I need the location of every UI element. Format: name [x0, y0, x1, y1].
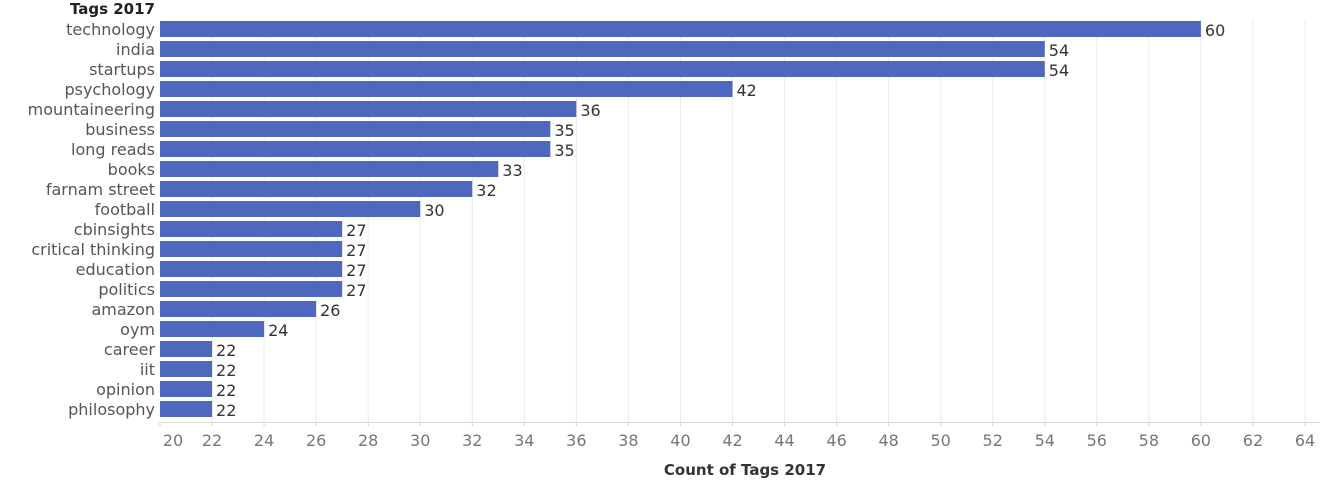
category-label: mountaineering: [28, 100, 155, 119]
category-label: books: [108, 160, 155, 179]
data-label: 22: [216, 381, 236, 400]
category-label: critical thinking: [31, 240, 155, 259]
category-label: cbinsights: [74, 220, 155, 239]
category-label: football: [95, 200, 155, 219]
x-tick-label: 50: [931, 431, 951, 450]
x-tick-label: 54: [1035, 431, 1055, 450]
row-header: Tags 2017: [69, 0, 155, 18]
category-label: amazon: [91, 300, 155, 319]
bar: [160, 241, 343, 257]
data-label: 22: [216, 361, 236, 380]
x-tick-label: 24: [254, 431, 274, 450]
x-tick-label: 30: [410, 431, 430, 450]
x-tick-label: 40: [670, 431, 690, 450]
category-label: long reads: [71, 140, 155, 159]
x-tick-label: 34: [514, 431, 534, 450]
data-label: 22: [216, 341, 236, 360]
x-tick-label: 60: [1191, 431, 1211, 450]
bar: [160, 141, 551, 157]
x-tick-label: 20: [163, 431, 183, 450]
category-label: oym: [120, 320, 155, 339]
x-tick-label: 42: [722, 431, 742, 450]
x-tick-label: 32: [462, 431, 482, 450]
x-tick-label: 22: [202, 431, 222, 450]
x-tick-label: 48: [878, 431, 898, 450]
category-label: iit: [140, 360, 155, 379]
data-label: 27: [346, 261, 366, 280]
bar: [160, 161, 499, 177]
data-label: 32: [476, 181, 496, 200]
bar: [160, 21, 1201, 37]
data-label: 33: [502, 161, 522, 180]
x-tick-label: 28: [358, 431, 378, 450]
bar: [160, 41, 1045, 57]
x-tick-label: 56: [1087, 431, 1107, 450]
category-label: politics: [98, 280, 155, 299]
data-label: 42: [737, 81, 757, 100]
bar: [160, 201, 421, 217]
bar: [160, 61, 1045, 77]
bar: [160, 81, 733, 97]
category-label: career: [104, 340, 156, 359]
bar: [160, 341, 213, 357]
category-label: india: [116, 40, 155, 59]
x-tick-label: 64: [1295, 431, 1315, 450]
x-tick-label: 26: [306, 431, 326, 450]
category-label: startups: [89, 60, 155, 79]
bar: [160, 221, 343, 237]
bar: [160, 361, 213, 377]
x-tick-label: 38: [618, 431, 638, 450]
data-label: 26: [320, 301, 340, 320]
bar: [160, 301, 317, 317]
data-label: 60: [1205, 21, 1225, 40]
x-tick-label: 46: [826, 431, 846, 450]
category-label: psychology: [64, 80, 155, 99]
category-label: philosophy: [68, 400, 155, 419]
x-tick-label: 58: [1139, 431, 1159, 450]
data-label: 27: [346, 221, 366, 240]
bar: [160, 181, 473, 197]
bar: [160, 261, 343, 277]
bar: [160, 381, 213, 397]
data-label: 54: [1049, 61, 1069, 80]
x-tick-label: 62: [1243, 431, 1263, 450]
data-label: 27: [346, 281, 366, 300]
category-label: opinion: [96, 380, 155, 399]
data-label: 24: [268, 321, 288, 340]
data-label: 22: [216, 401, 236, 420]
x-tick-label: 52: [983, 431, 1003, 450]
data-label: 35: [554, 121, 574, 140]
data-label: 54: [1049, 41, 1069, 60]
x-tick-label: 44: [774, 431, 794, 450]
bar: [160, 401, 213, 417]
data-label: 35: [554, 141, 574, 160]
category-label: business: [85, 120, 155, 139]
data-label: 36: [580, 101, 600, 120]
x-axis-title: Count of Tags 2017: [663, 461, 827, 479]
category-label: farnam street: [46, 180, 155, 199]
bar: [160, 101, 577, 117]
data-label: 30: [424, 201, 444, 220]
bar: [160, 121, 551, 137]
category-label: technology: [66, 20, 155, 39]
data-label: 27: [346, 241, 366, 260]
x-tick-label: 36: [566, 431, 586, 450]
bar: [160, 321, 265, 337]
bar: [160, 281, 343, 297]
category-label: education: [76, 260, 155, 279]
